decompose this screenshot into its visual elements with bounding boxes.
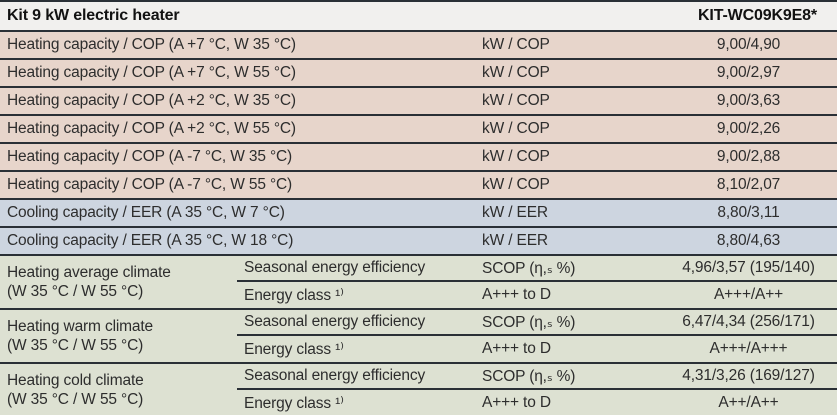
spec-label: Heating capacity / COP (A -7 °C, W 55 °C… (7, 176, 293, 193)
climate-label-line2: (W 35 °C / W 55 °C) (7, 337, 144, 354)
metric-unit: A+++ to D (482, 394, 551, 411)
climate-group-average: Heating average climate (W 35 °C / W 55 … (0, 256, 837, 310)
metric-label: Energy class ¹⁾ (244, 340, 344, 358)
metric-unit: SCOP (η,ₛ %) (475, 310, 660, 336)
metric-unit: A+++ to D (482, 286, 551, 303)
spec-value: 9,00/2,88 (716, 148, 781, 165)
climate-label-line1: Heating average climate (7, 264, 171, 281)
metric-unit: SCOP (η,ₛ %) (475, 364, 660, 390)
spec-value: 8,80/3,11 (717, 204, 780, 221)
spec-value: 9,00/3,63 (716, 92, 781, 109)
spec-label: Heating capacity / COP (A +2 °C, W 55 °C… (7, 120, 296, 137)
table-row: Heating capacity / COP (A +7 °C, W 55 °C… (0, 60, 837, 88)
table-row: Heating capacity / COP (A +7 °C, W 35 °C… (0, 32, 837, 60)
spec-unit: kW / COP (482, 36, 550, 53)
metric-label: Seasonal energy efficiency (237, 364, 475, 390)
table-row: Heating capacity / COP (A +2 °C, W 55 °C… (0, 116, 837, 144)
climate-label-line1: Heating warm climate (7, 318, 154, 335)
climate-label: Heating cold climate (W 35 °C / W 55 °C) (0, 364, 237, 415)
metric-value: 4,31/3,26 (169/127) (660, 364, 837, 390)
spec-unit: kW / COP (482, 64, 550, 81)
spec-value: 9,00/2,97 (716, 64, 781, 81)
spec-unit: kW / COP (482, 176, 550, 193)
climate-label: Heating warm climate (W 35 °C / W 55 °C) (0, 310, 237, 362)
metric-value: A+++/A++ (713, 286, 784, 303)
metric-label: Energy class ¹⁾ (244, 286, 344, 304)
spec-label: Heating capacity / COP (A +2 °C, W 35 °C… (7, 92, 296, 109)
metric-label: Seasonal energy efficiency (237, 310, 475, 336)
metric-value: A+++/A+++ (709, 340, 788, 357)
climate-label-line1: Heating cold climate (7, 372, 144, 389)
spec-label: Heating capacity / COP (A -7 °C, W 35 °C… (7, 148, 293, 165)
spec-label: Heating capacity / COP (A +7 °C, W 35 °C… (7, 36, 296, 53)
table-row: Heating capacity / COP (A -7 °C, W 55 °C… (0, 172, 837, 200)
spec-label: Heating capacity / COP (A +7 °C, W 55 °C… (7, 64, 296, 81)
climate-group-cold: Heating cold climate (W 35 °C / W 55 °C)… (0, 364, 837, 415)
spec-unit: kW / EER (482, 232, 548, 249)
spec-value: 9,00/4,90 (716, 36, 781, 53)
climate-label-line2: (W 35 °C / W 55 °C) (7, 391, 144, 408)
spec-value: 9,00/2,26 (716, 120, 781, 137)
spec-unit: kW / EER (482, 204, 548, 221)
metric-value: A++/A++ (718, 394, 779, 411)
spec-label: Cooling capacity / EER (A 35 °C, W 7 °C) (7, 204, 285, 221)
climate-label: Heating average climate (W 35 °C / W 55 … (0, 256, 237, 308)
spec-value: 8,10/2,07 (716, 176, 781, 193)
spec-value: 8,80/4,63 (716, 232, 781, 249)
spec-unit: kW / COP (482, 120, 550, 137)
spec-unit: kW / COP (482, 92, 550, 109)
model-number: KIT-WC09K9E8* (698, 7, 817, 24)
product-title: Kit 9 kW electric heater (7, 7, 180, 24)
metric-value: 4,96/3,57 (195/140) (660, 256, 837, 282)
climate-label-line2: (W 35 °C / W 55 °C) (7, 283, 144, 300)
metric-unit: A+++ to D (482, 340, 551, 357)
climate-group-warm: Heating warm climate (W 35 °C / W 55 °C)… (0, 310, 837, 364)
table-header-row: Kit 9 kW electric heater KIT-WC09K9E8* (0, 2, 837, 32)
spec-unit: kW / COP (482, 148, 550, 165)
table-row: Cooling capacity / EER (A 35 °C, W 7 °C)… (0, 200, 837, 228)
table-row: Cooling capacity / EER (A 35 °C, W 18 °C… (0, 228, 837, 256)
table-row: Heating capacity / COP (A -7 °C, W 35 °C… (0, 144, 837, 172)
metric-label: Energy class ¹⁾ (244, 394, 344, 412)
metric-label: Seasonal energy efficiency (237, 256, 475, 282)
metric-unit: SCOP (η,ₛ %) (475, 256, 660, 282)
metric-value: 6,47/4,34 (256/171) (660, 310, 837, 336)
spec-label: Cooling capacity / EER (A 35 °C, W 18 °C… (7, 232, 294, 249)
table-row: Heating capacity / COP (A +2 °C, W 35 °C… (0, 88, 837, 116)
